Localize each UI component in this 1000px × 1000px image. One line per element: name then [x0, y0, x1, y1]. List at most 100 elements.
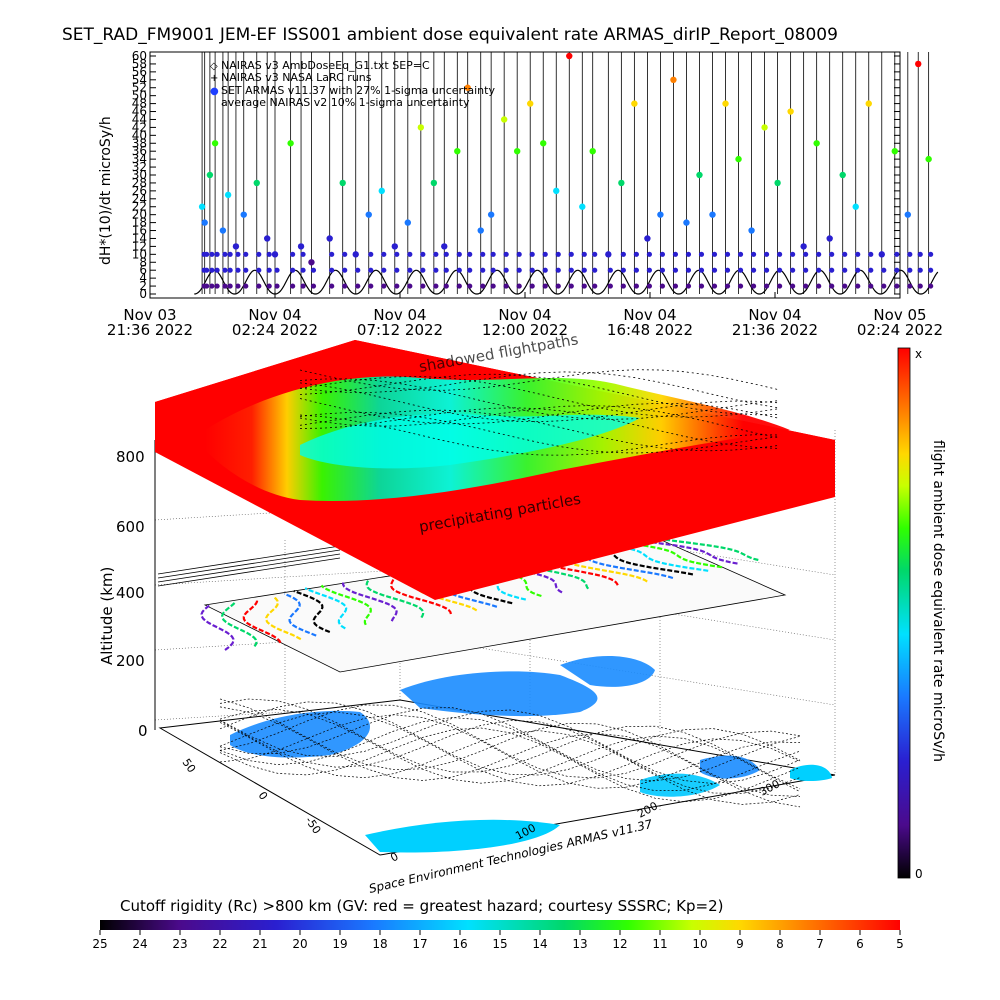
armas-data-point [777, 251, 783, 257]
armas-data-point [868, 283, 874, 289]
flightpath-wave [589, 545, 694, 576]
armas-data-point [761, 124, 768, 131]
armas-data-point [365, 211, 372, 218]
armas-data-point [266, 251, 272, 257]
ground-track [219, 707, 801, 782]
horizontal-colorbar-ticks: 25 24 23 22 21 20 19 18 17 16 15 14 13 12 11 10 9 8 7 6 5 [92, 930, 904, 951]
top-x-tick-day: Nov 04 [373, 306, 426, 324]
armas-data-point [256, 251, 262, 257]
armas-data-point [711, 283, 718, 289]
armas-data-point [566, 52, 573, 60]
armas-data-point [290, 251, 296, 257]
armas-data-point [589, 148, 596, 155]
armas-data-point [633, 251, 639, 257]
ground-track [219, 701, 801, 776]
armas-data-point [243, 251, 249, 257]
armas-data-point [829, 283, 835, 289]
armas-data-point [456, 283, 462, 289]
armas-data-point [209, 283, 215, 289]
armas-data-point [672, 251, 679, 257]
armas-data-point [381, 283, 387, 289]
armas-data-point [310, 267, 317, 273]
top-y-tick-label: 4 [139, 271, 147, 285]
armas-data-point [407, 267, 413, 273]
ground-track [219, 709, 801, 784]
armas-data-point [581, 267, 587, 273]
flightpath-wave [390, 576, 452, 615]
armas-data-point [829, 251, 835, 257]
ground-track [219, 727, 801, 803]
armas-data-point [646, 283, 652, 289]
top-x-tick-time: 02:24 2022 [857, 321, 943, 339]
z-tick-label: 600 [116, 518, 145, 536]
armas-data-point [813, 140, 820, 147]
nairas-v3-series [194, 269, 939, 295]
armas-data-point [750, 267, 757, 273]
armas-data-point [227, 251, 233, 257]
armas-data-point [243, 267, 249, 273]
armas-data-point [300, 251, 306, 257]
armas-data-point [516, 251, 522, 257]
armas-data-point [790, 267, 796, 273]
armas-data-point [329, 251, 335, 257]
armas-data-point [300, 267, 306, 273]
armas-data-point [222, 283, 228, 289]
top-y-tick-label: 2 [139, 279, 147, 293]
armas-data-point [800, 243, 807, 250]
armas-data-point [443, 267, 449, 273]
armas-data-point [467, 267, 473, 273]
flightpath-wave [265, 595, 302, 641]
flightpath-wave [621, 536, 738, 565]
top-y-tick-label: 42 [132, 120, 147, 134]
armas-data-point [620, 267, 626, 273]
armas-data-point [592, 267, 598, 273]
armas-data-point [394, 267, 400, 273]
armas-data-point [433, 267, 439, 273]
armas-data-point [750, 251, 757, 257]
ground-track [219, 704, 801, 779]
armas-data-point [737, 283, 744, 289]
armas-data-point [698, 267, 705, 273]
armas-data-point [555, 267, 561, 273]
armas-data-point [618, 179, 625, 187]
armas-data-point [777, 267, 783, 273]
armas-data-point [894, 251, 900, 257]
top-y-tick-label: 40 [132, 128, 147, 142]
armas-data-point [204, 251, 210, 257]
armas-data-point [420, 251, 426, 257]
horizontal-colorbar-tick-label: 8 [776, 937, 784, 951]
legend-label-2: SET ARMAS v11.37 with 27% 1-sigma uncert… [221, 84, 495, 97]
armas-data-point [803, 267, 809, 273]
top-y-tick-label: 6 [139, 263, 147, 277]
top-x-tick-day: Nov 04 [248, 306, 301, 324]
armas-data-point [829, 267, 835, 273]
armas-data-point [842, 267, 848, 273]
flightpath-streak [157, 545, 341, 587]
armas-data-point [607, 283, 613, 289]
armas-data-point [342, 283, 348, 289]
top-y-tick-label: 8 [139, 255, 147, 269]
flightpath-wave [365, 579, 425, 619]
armas-data-point [204, 283, 210, 289]
armas-data-point [581, 283, 587, 289]
armas-data-point [235, 267, 241, 273]
southern-landmass [790, 764, 832, 781]
top-y-tick-label: 20 [132, 208, 147, 222]
flightpath-wave [221, 601, 258, 648]
armas-data-point [904, 211, 912, 218]
armas-data-point [855, 251, 861, 257]
armas-data-point [529, 267, 535, 273]
horizontal-colorbar-tick-label: 10 [692, 937, 707, 951]
armas-data-point [763, 251, 770, 257]
armas-data-point [394, 283, 400, 289]
vertical-colorbar: x 0 flight ambient dose equivalent rate … [897, 347, 946, 881]
armas-series [198, 52, 934, 289]
armas-data-point [711, 267, 718, 273]
armas-data-point [568, 251, 574, 257]
armas-data-point [487, 211, 495, 218]
armas-data-point [219, 227, 227, 234]
top-y-ticks: 0246810121416182022242628303234363840424… [132, 49, 900, 301]
legend: ◇ NAIRAS v3 AmbDoseEq_G1.txt SEP=C + NAI… [210, 59, 495, 109]
horizontal-colorbar-gradient [100, 920, 900, 930]
